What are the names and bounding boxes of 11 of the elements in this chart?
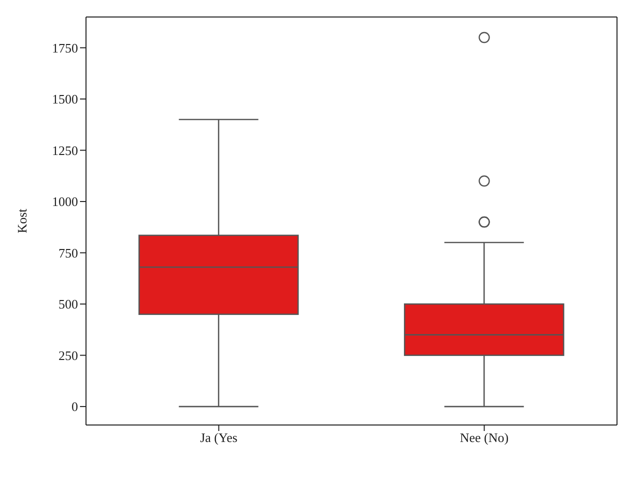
y-tick-label: 1500	[52, 92, 78, 107]
y-tick-label: 1250	[52, 142, 78, 158]
x-tick-label: Nee (No)	[460, 430, 509, 446]
y-tick-label: 750	[58, 245, 78, 260]
y-axis-title: Kost	[14, 208, 30, 234]
x-tick-label: Ja (Yes	[200, 430, 238, 446]
y-tick-label: 1750	[52, 40, 78, 56]
y-tick-label: 250	[58, 348, 78, 363]
y-tick-label: 500	[58, 296, 78, 312]
y-tick-label: 1000	[52, 194, 78, 210]
y-tick-label: 0	[72, 399, 78, 414]
